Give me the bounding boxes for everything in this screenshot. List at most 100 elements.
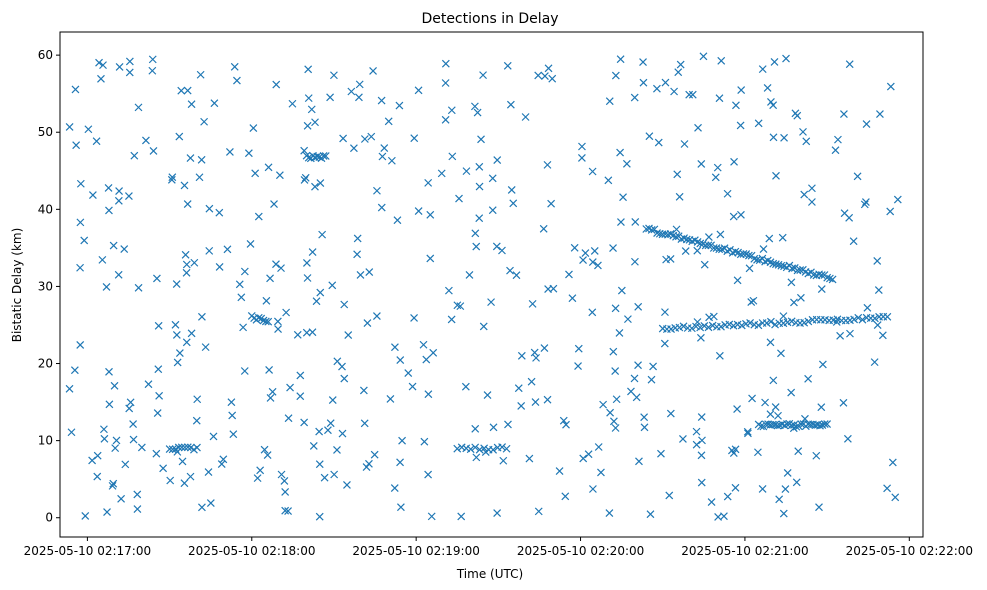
- data-point: [95, 58, 103, 67]
- data-point: [109, 241, 118, 250]
- data-point: [772, 171, 780, 180]
- data-point: [647, 375, 656, 384]
- data-point: [76, 218, 85, 227]
- data-point: [114, 270, 123, 279]
- data-point: [717, 322, 725, 331]
- data-point: [362, 463, 371, 471]
- data-point: [300, 175, 309, 184]
- data-point: [246, 239, 255, 248]
- data-point: [665, 491, 674, 500]
- data-point: [303, 121, 312, 130]
- data-point: [372, 312, 381, 321]
- data-point: [744, 429, 752, 438]
- data-point: [193, 395, 202, 404]
- data-point: [606, 408, 615, 417]
- data-point: [266, 274, 274, 283]
- data-point: [240, 267, 249, 276]
- data-point: [850, 315, 859, 324]
- data-point: [277, 470, 286, 479]
- data-point: [148, 55, 157, 64]
- data-point: [165, 445, 174, 453]
- data-point: [763, 84, 772, 92]
- data-point: [475, 445, 484, 454]
- data-point: [104, 183, 113, 192]
- data-point: [369, 67, 378, 75]
- data-point: [843, 434, 852, 443]
- data-point: [377, 96, 386, 105]
- data-point: [129, 435, 138, 444]
- data-point: [886, 82, 895, 91]
- data-point: [455, 194, 463, 203]
- data-point: [390, 484, 399, 492]
- data-point: [840, 209, 849, 218]
- data-point: [800, 190, 809, 199]
- data-point: [661, 308, 669, 317]
- data-point: [754, 448, 762, 457]
- data-point: [99, 425, 108, 434]
- data-point: [254, 313, 263, 322]
- data-point: [338, 429, 347, 438]
- data-point: [876, 110, 884, 118]
- y-tick-label: 20: [38, 357, 53, 371]
- data-point: [716, 230, 725, 239]
- data-point: [76, 179, 85, 188]
- y-axis-label: Bistatic Delay (km): [10, 228, 24, 343]
- data-point: [133, 505, 142, 513]
- data-point: [117, 494, 126, 503]
- data-point: [804, 317, 813, 326]
- data-point: [577, 154, 586, 162]
- data-point: [282, 308, 291, 317]
- data-point: [155, 391, 164, 400]
- data-point: [80, 236, 89, 245]
- data-point: [834, 135, 842, 144]
- data-point: [274, 325, 282, 334]
- data-point: [711, 173, 720, 182]
- data-point: [766, 410, 775, 419]
- data-point: [687, 324, 696, 333]
- data-point: [503, 61, 512, 70]
- data-point: [863, 303, 872, 312]
- data-point: [723, 189, 732, 198]
- data-point: [353, 234, 362, 243]
- data-point: [340, 374, 349, 383]
- data-point: [315, 427, 324, 436]
- data-point: [697, 478, 706, 487]
- data-point: [253, 474, 262, 483]
- data-point: [605, 97, 614, 106]
- data-point: [861, 198, 870, 206]
- data-point: [802, 137, 811, 146]
- data-point: [129, 420, 138, 428]
- data-point: [692, 440, 701, 449]
- data-point: [125, 68, 134, 77]
- data-point: [108, 481, 117, 490]
- data-point: [769, 133, 778, 142]
- data-point: [447, 315, 456, 324]
- data-point: [448, 152, 457, 161]
- data-point: [707, 498, 716, 506]
- data-point: [408, 382, 417, 391]
- data-point: [281, 506, 290, 515]
- data-point: [493, 156, 502, 164]
- data-point: [605, 509, 614, 517]
- data-point: [180, 443, 189, 452]
- data-point: [888, 458, 897, 467]
- data-point: [315, 460, 324, 469]
- data-point: [284, 414, 293, 423]
- data-point: [746, 318, 755, 327]
- data-point: [609, 244, 617, 253]
- data-point: [414, 207, 423, 215]
- data-point: [239, 323, 248, 332]
- data-point: [347, 87, 356, 96]
- y-ticks: 0 10 20 30 40 50 60: [38, 48, 60, 525]
- data-point: [731, 445, 740, 454]
- data-point: [152, 449, 161, 458]
- data-point: [672, 232, 680, 241]
- data-point: [237, 293, 246, 302]
- data-point: [823, 273, 832, 282]
- data-point: [97, 74, 105, 83]
- data-point: [685, 90, 694, 99]
- data-point: [328, 281, 337, 290]
- data-point: [502, 444, 511, 453]
- data-point: [110, 381, 119, 390]
- data-point: [264, 163, 273, 172]
